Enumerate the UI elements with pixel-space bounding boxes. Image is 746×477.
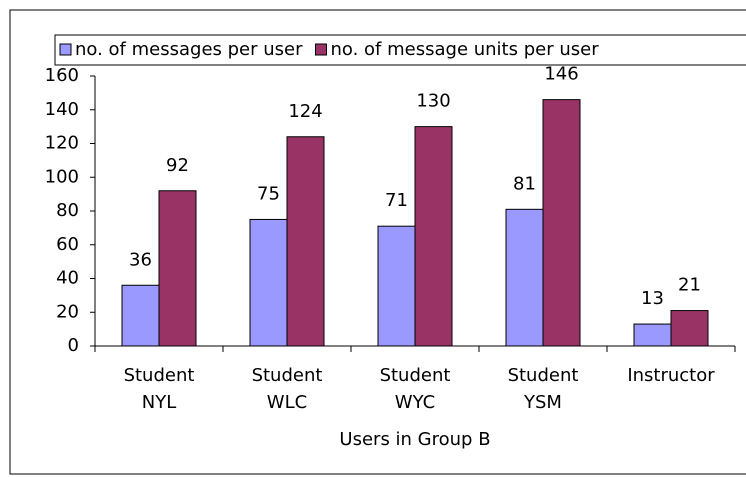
x-tick-label-line: WYC <box>395 392 435 413</box>
bar <box>414 126 453 347</box>
x-tick-label: Student WYC <box>380 365 451 413</box>
data-label: 124 <box>288 101 322 122</box>
y-tick-label: 40 <box>56 268 79 289</box>
data-label: 75 <box>257 183 280 204</box>
legend-label: no. of messages per user <box>75 39 303 60</box>
data-label: 130 <box>416 91 450 112</box>
x-tick-label-line: NYL <box>142 392 177 413</box>
x-tick-label-line: Student <box>124 365 195 386</box>
x-tick-label-line: Instructor <box>627 365 715 386</box>
bar <box>633 323 672 347</box>
bar <box>377 225 416 347</box>
y-tick-label: 160 <box>45 65 79 86</box>
bar <box>670 310 709 347</box>
y-tick-label: 140 <box>45 99 79 120</box>
bar <box>158 190 197 347</box>
bar <box>542 99 581 347</box>
bar <box>121 284 160 347</box>
data-label: 81 <box>513 173 536 194</box>
y-tick-label: 60 <box>56 234 79 255</box>
legend-swatch <box>315 43 327 56</box>
data-label: 21 <box>678 275 701 296</box>
bar <box>286 136 325 347</box>
x-tick-label-line: WLC <box>267 392 307 413</box>
y-tick-label: 100 <box>45 166 79 187</box>
data-label: 13 <box>641 288 664 309</box>
legend-swatch <box>59 43 72 56</box>
x-tick-label: Student NYL <box>124 365 195 413</box>
data-label: 71 <box>385 190 408 211</box>
y-tick-label: 120 <box>45 133 79 154</box>
data-label: 36 <box>129 249 152 270</box>
x-tick-label: Student WLC <box>252 365 323 413</box>
legend-box <box>54 34 746 66</box>
x-tick-label-line: YSM <box>523 392 562 413</box>
bar <box>249 218 288 347</box>
x-tick-label: Instructor <box>627 365 715 386</box>
bar <box>505 208 544 347</box>
y-tick-label: 0 <box>68 335 79 356</box>
x-tick-label-line: Student <box>380 365 451 386</box>
x-tick-label-line: Student <box>508 365 579 386</box>
data-label: 146 <box>544 64 578 85</box>
y-tick-label: 20 <box>56 301 79 322</box>
legend-label: no. of message units per user <box>331 39 600 60</box>
data-label: 92 <box>166 155 189 176</box>
x-tick-label: Student YSM <box>508 365 579 413</box>
y-tick-label: 80 <box>56 200 79 221</box>
x-axis-title: Users in Group B <box>339 429 490 450</box>
x-tick-label-line: Student <box>252 365 323 386</box>
